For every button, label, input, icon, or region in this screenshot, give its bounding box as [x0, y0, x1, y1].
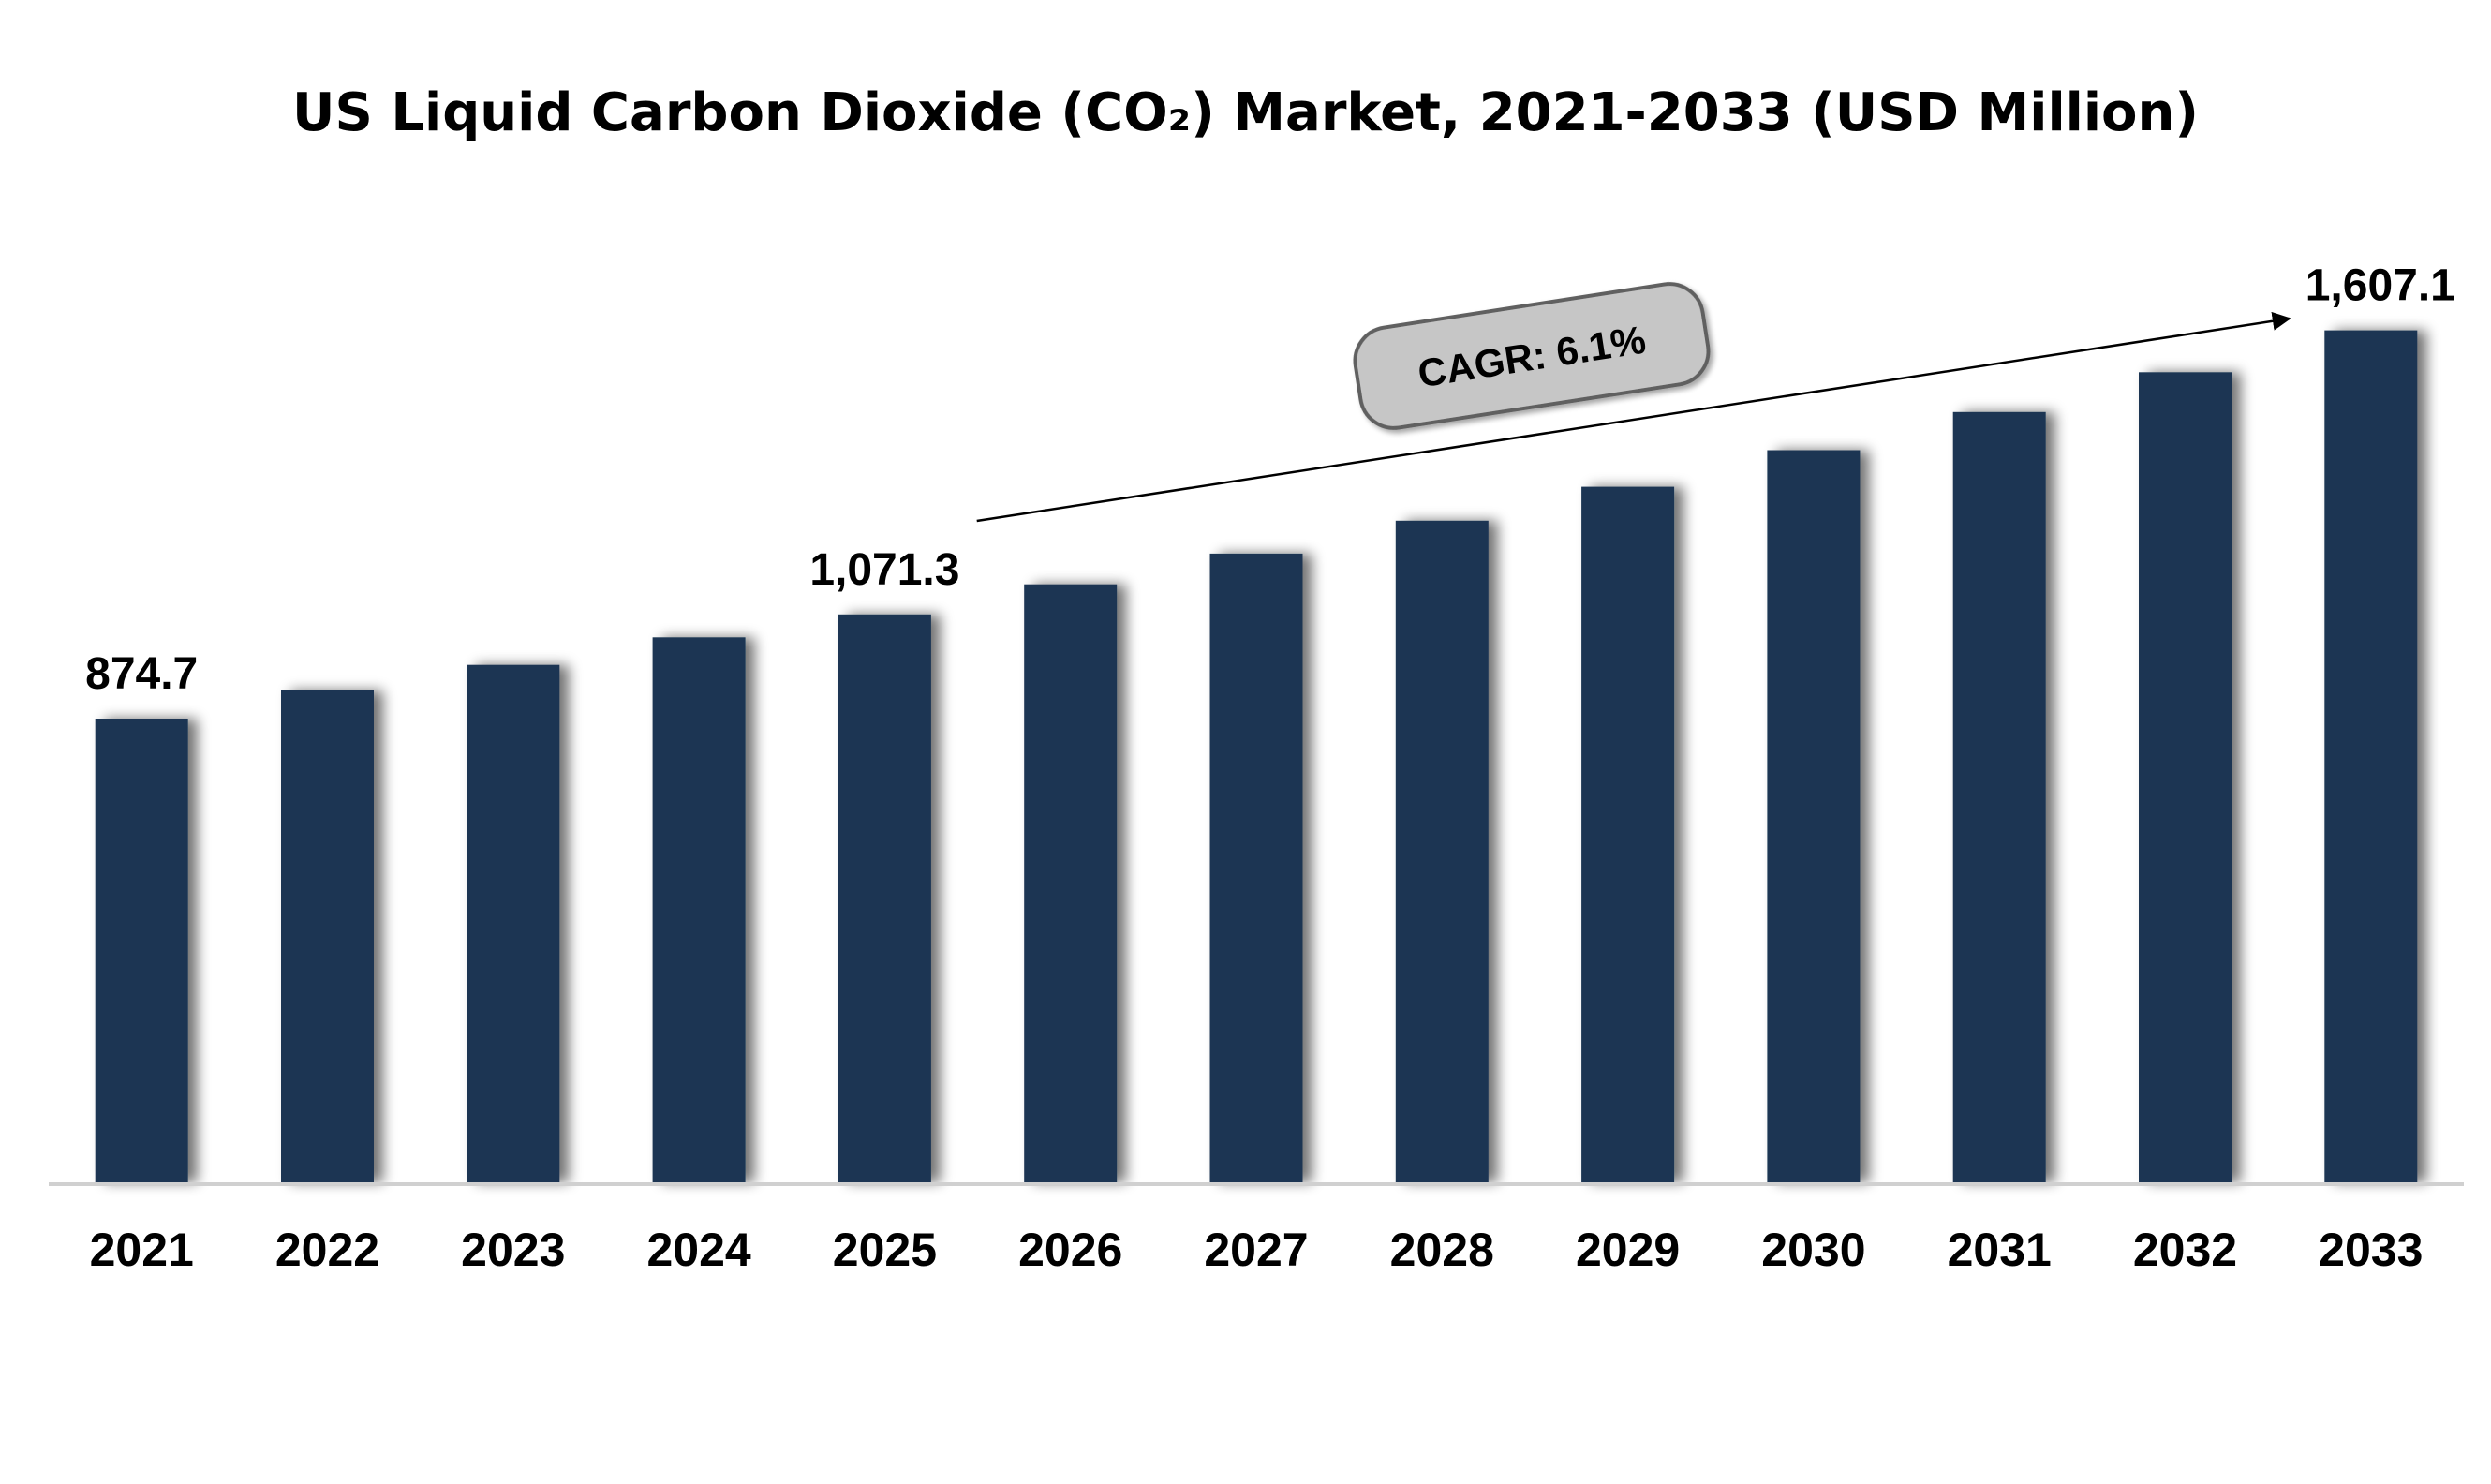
cagr-badge: CAGR: 6.1% [1353, 282, 1711, 430]
bar-2021 [95, 719, 188, 1182]
bar-2033 [2324, 330, 2418, 1183]
bar-2028 [1395, 520, 1489, 1182]
bar-2022 [281, 690, 374, 1182]
chart-title: US Liquid Carbon Dioxide (CO₂) Market, 2… [292, 82, 2199, 143]
x-tick-label-2033: 2033 [2319, 1224, 2423, 1276]
x-tick-label-2030: 2030 [1761, 1224, 1865, 1276]
x-tick-label-2021: 2021 [90, 1224, 194, 1276]
data-labels: 874.7 1,071.3 1,607.1 [85, 261, 2455, 699]
cagr-trend-arrow [976, 311, 2291, 523]
bar-2030 [1767, 450, 1861, 1182]
data-label-2021: 874.7 [85, 649, 198, 699]
x-tick-label-2023: 2023 [461, 1224, 565, 1276]
bar-2024 [652, 637, 746, 1182]
cagr-badge-background [1353, 282, 1711, 430]
cagr-annotation: CAGR: 6.1% [976, 282, 2291, 523]
bar-2032 [2139, 372, 2232, 1182]
bar-2023 [467, 664, 560, 1182]
x-tick-label-2029: 2029 [1576, 1224, 1680, 1276]
bars-layer [95, 330, 2418, 1183]
data-label-2025: 1,071.3 [809, 545, 959, 595]
bar-2029 [1581, 486, 1675, 1182]
x-tick-label-2022: 2022 [275, 1224, 379, 1276]
x-tick-label-2031: 2031 [1948, 1224, 2052, 1276]
x-tick-label-2025: 2025 [833, 1224, 937, 1276]
bar-2031 [1952, 411, 2046, 1182]
x-tick-label-2027: 2027 [1204, 1224, 1308, 1276]
x-tick-label-2028: 2028 [1390, 1224, 1494, 1276]
x-tick-label-2024: 2024 [646, 1224, 750, 1276]
data-label-2033: 1,607.1 [2306, 261, 2455, 311]
bar-2027 [1209, 553, 1303, 1182]
x-tick-label-2032: 2032 [2133, 1224, 2237, 1276]
x-tick-labels: 2021 2022 2023 2024 2025 2026 2027 2028 2029 2030… [90, 1224, 2424, 1276]
x-tick-label-2026: 2026 [1018, 1224, 1122, 1276]
bar-2026 [1024, 584, 1118, 1182]
bar-2025 [838, 614, 931, 1182]
